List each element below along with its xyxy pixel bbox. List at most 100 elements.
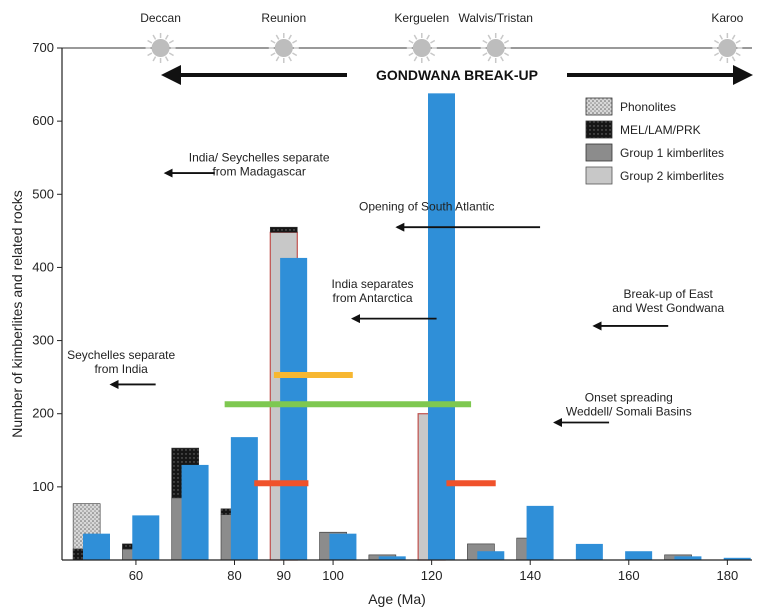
bar-blue-13 <box>723 557 751 560</box>
event-sun-icon <box>412 39 431 57</box>
annotation-3-line-0: Break-up of East <box>624 287 714 301</box>
event-sun-icon <box>718 39 737 57</box>
legend-swatch-group2 <box>585 166 613 185</box>
event-ray <box>270 52 276 57</box>
event-ray <box>275 56 280 62</box>
legend-swatch-phonolites <box>585 97 613 116</box>
annotation-4-line-0: Seychelles separate <box>67 348 175 362</box>
event-label-0: Deccan <box>140 11 181 25</box>
event-label-1: Reunion <box>261 11 306 25</box>
event-ray <box>430 39 436 44</box>
y-tick-label-200: 200 <box>32 406 54 421</box>
bar-blue-2 <box>181 464 209 560</box>
annotation-1-line-0: Opening of South Atlantic <box>359 199 494 213</box>
y-tick-label-600: 600 <box>32 113 54 128</box>
x-tick-label-140: 140 <box>519 568 541 583</box>
event-ray <box>487 34 492 40</box>
bars <box>72 93 751 561</box>
event-ray <box>713 39 720 44</box>
legend-label-group2: Group 2 kimberlites <box>620 169 724 183</box>
event-ray <box>413 56 418 62</box>
event-ray <box>292 39 298 44</box>
event-marker-3 <box>480 33 511 63</box>
event-ray <box>147 39 153 44</box>
event-ray <box>164 34 169 40</box>
x-tick-label-60: 60 <box>129 568 143 583</box>
x-tick-label-80: 80 <box>227 568 241 583</box>
legend-label-group1: Group 1 kimberlites <box>620 146 724 160</box>
event-ray <box>292 52 298 57</box>
event-ray <box>735 39 741 44</box>
event-ray <box>503 39 510 44</box>
x-tick-label-160: 160 <box>618 568 640 583</box>
y-tick-label-400: 400 <box>32 259 54 274</box>
event-ray <box>719 34 724 40</box>
y-tick-label-500: 500 <box>32 186 54 201</box>
annotation-2-line-1: from Antarctica <box>332 291 412 305</box>
event-ray <box>152 34 157 40</box>
event-label-3: Walvis/Tristan <box>458 11 532 25</box>
event-ray <box>147 52 153 57</box>
event-ray <box>152 56 157 62</box>
bar-blue-7 <box>428 93 455 560</box>
annotation-5-line-1: Weddell/ Somali Basins <box>566 404 692 418</box>
x-tick-label-120: 120 <box>421 568 443 583</box>
annotation-0-line-1: from Madagascar <box>212 164 305 178</box>
event-marker-2 <box>406 33 437 63</box>
event-ray <box>164 56 169 62</box>
event-sun-icon <box>274 39 293 57</box>
event-ray <box>719 56 724 62</box>
event-marker-0 <box>145 33 176 63</box>
event-ray <box>288 34 292 40</box>
x-tick-label-100: 100 <box>322 568 344 583</box>
x-tick-label-180: 180 <box>717 568 739 583</box>
event-ray <box>270 39 276 44</box>
event-ray <box>426 34 430 40</box>
event-ray <box>713 52 720 57</box>
legend-swatch-group1 <box>585 143 613 162</box>
bar-mel-4 <box>269 226 298 233</box>
event-ray <box>168 52 174 57</box>
event-marker-1 <box>268 33 299 63</box>
annotation-2-line-0: India separates <box>331 277 413 291</box>
event-sun-icon <box>486 39 505 57</box>
y-tick-label-700: 700 <box>32 40 54 55</box>
event-label-2: Kerguelen <box>394 11 449 25</box>
events-band: Deccan Reunion Kerguelen Walvis/Tristan Karo… <box>140 11 753 86</box>
bar-blue-11 <box>625 551 653 560</box>
banner-backdrop <box>347 64 567 86</box>
bar-blue-8 <box>477 551 505 560</box>
event-ray <box>288 56 292 62</box>
event-ray <box>731 56 736 62</box>
event-ray <box>500 34 504 40</box>
event-ray <box>482 52 488 57</box>
y-tick-label-100: 100 <box>32 479 54 494</box>
event-ray <box>482 39 488 44</box>
bar-blue-3 <box>230 437 258 560</box>
bar-blue-9 <box>526 505 554 560</box>
y-tick-label-300: 300 <box>32 333 54 348</box>
legend-label-phonolites: Phonolites <box>620 100 676 114</box>
gondwana-breakup-label: GONDWANA BREAK-UP <box>376 67 538 83</box>
annotation-0-line-0: India/ Seychelles separate <box>189 150 330 164</box>
event-ray <box>426 56 430 62</box>
range-segments <box>224 371 496 487</box>
x-axis-title: Age (Ma) <box>368 591 426 607</box>
event-sun-icon <box>151 39 170 57</box>
event-ray <box>408 52 414 57</box>
bar-blue-10 <box>575 543 603 560</box>
bar-blue-4 <box>280 257 308 560</box>
event-ray <box>408 39 414 44</box>
annotation-3-line-1: and West Gondwana <box>612 301 724 315</box>
event-ray <box>503 52 510 57</box>
event-ray <box>735 52 741 57</box>
event-marker-4 <box>712 33 743 63</box>
axes: 100 200 300 400 500 600 700 60 80 90 100 120 140 160 1… <box>9 40 752 607</box>
event-ray <box>731 34 736 40</box>
bar-blue-1 <box>132 515 160 560</box>
legend-label-mel: MEL/LAM/PRK <box>620 123 701 137</box>
bar-blue-5 <box>329 533 357 560</box>
event-ray <box>275 34 280 40</box>
